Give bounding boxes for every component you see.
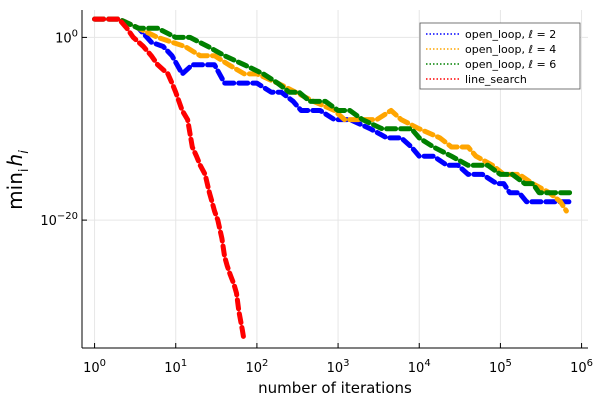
x-tick-label: 101 <box>164 358 187 376</box>
grid <box>82 10 588 348</box>
series-line-3 <box>92 16 577 196</box>
legend-label: line_search <box>465 73 527 86</box>
x-tick-base: 10 <box>489 361 506 376</box>
x-tick-base: 10 <box>164 361 181 376</box>
x-tick-base: 10 <box>83 361 100 376</box>
y-label-var: h <box>3 154 27 167</box>
x-tick-label: 102 <box>245 358 268 376</box>
x-tick-exp: 4 <box>424 358 430 369</box>
legend-label: open_loop, ℓ = 2 <box>465 28 556 41</box>
x-tick-labels: 100 101 102 103 104 105 106 <box>83 343 593 376</box>
x-tick-exp: 0 <box>100 358 106 369</box>
x-tick-exp: 3 <box>343 358 349 369</box>
y-label-var-sub: i <box>17 150 32 154</box>
series-group <box>92 16 577 342</box>
y-tick-label: 10−20 <box>40 211 78 229</box>
y-tick-label: 100 <box>55 28 78 46</box>
y-tick-base: 10 <box>40 214 57 229</box>
y-tick-exp: 0 <box>72 28 78 39</box>
y-tick-exp: −20 <box>57 211 78 222</box>
x-tick-base: 10 <box>327 361 344 376</box>
legend-label: open_loop, ℓ = 6 <box>465 58 556 71</box>
y-label-main: min <box>3 172 27 210</box>
x-tick-label: 105 <box>489 358 512 376</box>
x-tick-exp: 1 <box>181 358 187 369</box>
x-tick-exp: 2 <box>262 358 268 369</box>
axes <box>81 10 588 349</box>
x-tick-label: 104 <box>408 358 431 376</box>
y-axis-label: minihi <box>3 150 32 210</box>
x-tick-base: 10 <box>570 361 587 376</box>
legend-box <box>419 22 581 90</box>
legend: open_loop, ℓ = 2 open_loop, ℓ = 4 open_loo… <box>419 22 581 90</box>
x-tick-base: 10 <box>245 361 262 376</box>
series-line-1 <box>92 16 572 205</box>
x-axis-label: number of iterations <box>258 379 412 397</box>
x-tick-exp: 5 <box>505 358 511 369</box>
legend-label: open_loop, ℓ = 4 <box>465 43 556 56</box>
y-label-sub: i <box>17 168 32 172</box>
series-line-4 <box>92 16 247 342</box>
x-tick-exp: 6 <box>587 358 593 369</box>
x-tick-base: 10 <box>408 361 425 376</box>
x-tick-label: 103 <box>327 358 350 376</box>
x-tick-label: 106 <box>570 358 593 376</box>
x-tick-label: 100 <box>83 358 106 376</box>
y-tick-base: 10 <box>55 31 72 46</box>
